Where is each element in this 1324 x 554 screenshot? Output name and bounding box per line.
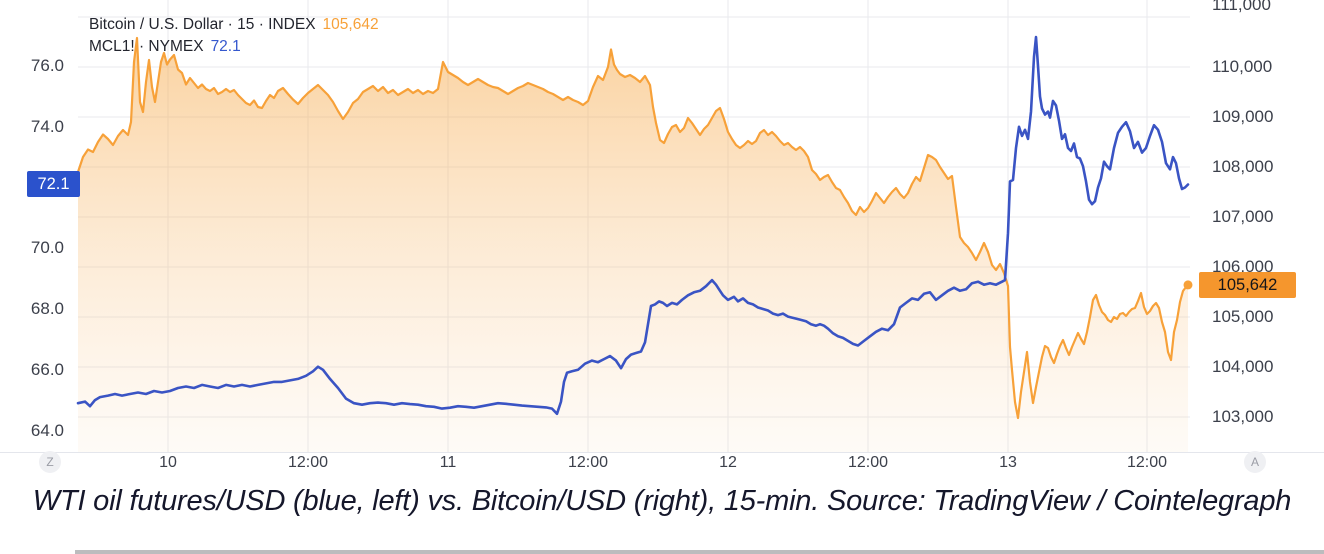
auto-scale-a-button[interactable]: A — [1244, 451, 1266, 473]
legend-row-wti: MCL1! · NYMEX 72.1 — [89, 36, 379, 58]
legend-btc-symbol: Bitcoin / U.S. Dollar · 15 · INDEX — [89, 16, 316, 33]
wti-last-price-badge: 72.1 — [27, 171, 80, 198]
legend-wti-value: 72.1 — [210, 38, 241, 55]
figure-caption: WTI oil futures/USD (blue, left) vs. Bit… — [32, 485, 1292, 517]
btc-last-price-badge: 105,642 — [1199, 271, 1296, 298]
legend-row-btc: Bitcoin / U.S. Dollar · 15 · INDEX 105,64… — [89, 14, 379, 36]
bottom-crop-sliver — [75, 550, 1324, 554]
legend-btc-value: 105,642 — [322, 16, 379, 33]
chart-legend: Bitcoin / U.S. Dollar · 15 · INDEX 105,64… — [89, 14, 379, 58]
timezone-z-button[interactable]: Z — [39, 451, 61, 473]
legend-wti-symbol: MCL1! · NYMEX — [89, 38, 204, 55]
